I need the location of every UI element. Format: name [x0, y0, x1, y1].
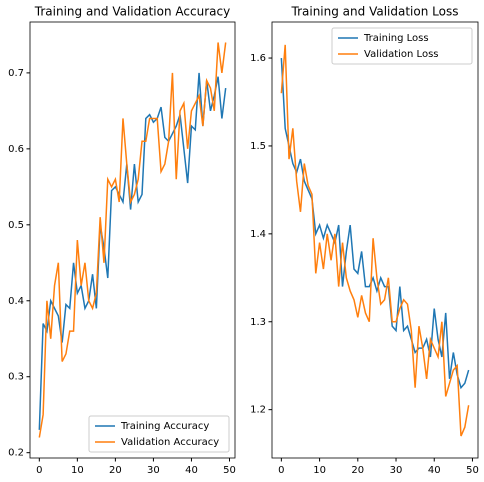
axes-frame: [271, 21, 479, 459]
x-tick-label: 40: [428, 465, 441, 476]
x-tick-label: 0: [278, 465, 284, 476]
legend-box: [88, 415, 230, 453]
series-line: [280, 44, 470, 437]
y-tick-label: 0.7: [8, 68, 24, 79]
x-tick-label: 50: [466, 465, 479, 476]
y-tick-label: 0.4: [8, 296, 24, 307]
legend-label: Training Loss: [363, 33, 429, 44]
y-tick-label: 1.3: [250, 317, 266, 328]
legend-label: Validation Accuracy: [121, 437, 219, 448]
chart-title: Training and Validation Accuracy: [34, 5, 230, 19]
chart-title: Training and Validation Loss: [291, 5, 459, 19]
y-tick-label: 0.5: [8, 220, 24, 231]
x-tick-label: 20: [109, 465, 122, 476]
y-tick-label: 0.6: [8, 144, 24, 155]
x-tick-label: 30: [147, 465, 160, 476]
x-tick-label: 0: [36, 465, 42, 476]
axes-frame: [29, 21, 236, 459]
legend-label: Training Accuracy: [120, 421, 209, 432]
y-tick-label: 0.3: [8, 372, 24, 383]
x-tick-label: 20: [351, 465, 364, 476]
series-line: [38, 72, 227, 430]
x-tick-label: 50: [223, 465, 236, 476]
y-tick-label: 1.6: [250, 53, 266, 64]
legend-label: Validation Loss: [364, 49, 439, 60]
y-tick-label: 1.5: [250, 141, 266, 152]
y-tick-label: 1.2: [250, 405, 266, 416]
x-tick-label: 10: [71, 465, 84, 476]
y-tick-label: 0.2: [8, 448, 24, 459]
x-tick-label: 40: [185, 465, 198, 476]
x-tick-label: 10: [313, 465, 326, 476]
legend-box: [331, 27, 473, 65]
series-line: [38, 42, 227, 438]
x-tick-label: 30: [390, 465, 403, 476]
y-tick-label: 1.4: [250, 229, 266, 240]
